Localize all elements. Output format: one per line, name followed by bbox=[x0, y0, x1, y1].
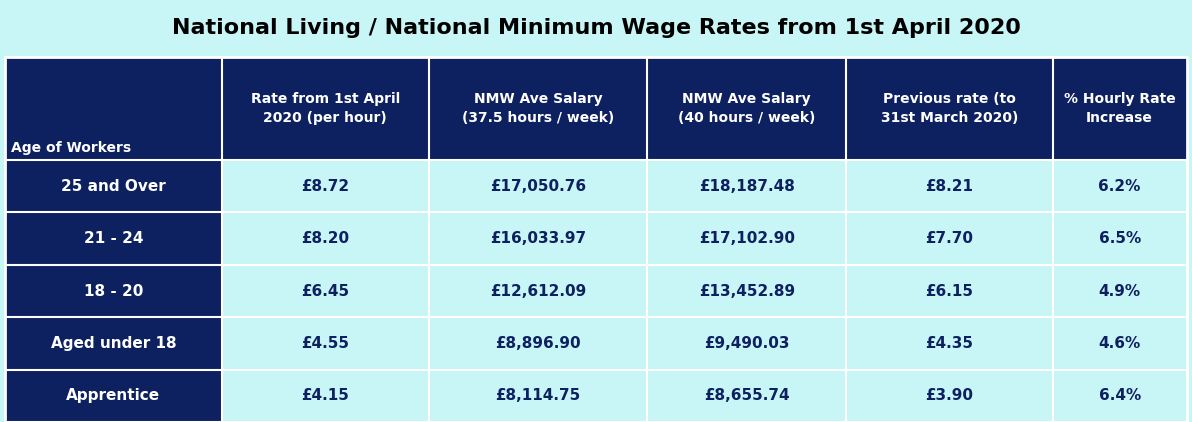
Text: Aged under 18: Aged under 18 bbox=[50, 336, 176, 351]
Text: 6.5%: 6.5% bbox=[1099, 231, 1141, 246]
Text: £6.15: £6.15 bbox=[925, 284, 974, 298]
Text: £18,187.48: £18,187.48 bbox=[699, 179, 795, 194]
Text: Age of Workers: Age of Workers bbox=[11, 141, 131, 155]
Text: £17,050.76: £17,050.76 bbox=[490, 179, 586, 194]
Bar bbox=[5, 317, 1187, 370]
Bar bbox=[5, 370, 222, 422]
Text: NMW Ave Salary
(37.5 hours / week): NMW Ave Salary (37.5 hours / week) bbox=[462, 92, 614, 125]
Text: Previous rate (to
31st March 2020): Previous rate (to 31st March 2020) bbox=[881, 92, 1018, 125]
Bar bbox=[5, 160, 222, 212]
Text: £8,114.75: £8,114.75 bbox=[496, 388, 581, 403]
Text: £12,612.09: £12,612.09 bbox=[490, 284, 586, 298]
Text: £7.70: £7.70 bbox=[925, 231, 974, 246]
Text: 4.6%: 4.6% bbox=[1099, 336, 1141, 351]
Text: £17,102.90: £17,102.90 bbox=[699, 231, 795, 246]
Text: £16,033.97: £16,033.97 bbox=[490, 231, 586, 246]
Text: 25 and Over: 25 and Over bbox=[61, 179, 166, 194]
Text: £9,490.03: £9,490.03 bbox=[704, 336, 789, 351]
Bar bbox=[5, 57, 1187, 160]
Text: £4.55: £4.55 bbox=[302, 336, 349, 351]
Text: £4.15: £4.15 bbox=[302, 388, 349, 403]
Text: 4.9%: 4.9% bbox=[1099, 284, 1141, 298]
Text: Rate from 1st April
2020 (per hour): Rate from 1st April 2020 (per hour) bbox=[250, 92, 401, 125]
Text: 6.4%: 6.4% bbox=[1099, 388, 1141, 403]
Bar bbox=[5, 265, 222, 317]
Bar bbox=[5, 160, 1187, 212]
Text: 21 - 24: 21 - 24 bbox=[83, 231, 143, 246]
Bar bbox=[5, 212, 222, 265]
Text: £13,452.89: £13,452.89 bbox=[699, 284, 795, 298]
Text: % Hourly Rate
Increase: % Hourly Rate Increase bbox=[1063, 92, 1175, 125]
Bar bbox=[5, 212, 1187, 265]
Text: £8.21: £8.21 bbox=[925, 179, 974, 194]
Text: NMW Ave Salary
(40 hours / week): NMW Ave Salary (40 hours / week) bbox=[678, 92, 815, 125]
Bar bbox=[5, 317, 222, 370]
Bar bbox=[0, 0, 1192, 57]
Text: Apprentice: Apprentice bbox=[67, 388, 161, 403]
Text: 18 - 20: 18 - 20 bbox=[83, 284, 143, 298]
Text: £8,896.90: £8,896.90 bbox=[495, 336, 581, 351]
Text: £3.90: £3.90 bbox=[925, 388, 974, 403]
Text: £8.72: £8.72 bbox=[302, 179, 349, 194]
Text: 6.2%: 6.2% bbox=[1099, 179, 1141, 194]
Text: £4.35: £4.35 bbox=[925, 336, 974, 351]
Bar bbox=[5, 370, 1187, 422]
Text: £6.45: £6.45 bbox=[302, 284, 349, 298]
Text: National Living / National Minimum Wage Rates from 1st April 2020: National Living / National Minimum Wage … bbox=[172, 19, 1020, 38]
Bar bbox=[5, 265, 1187, 317]
Text: £8.20: £8.20 bbox=[302, 231, 349, 246]
Text: £8,655.74: £8,655.74 bbox=[704, 388, 789, 403]
